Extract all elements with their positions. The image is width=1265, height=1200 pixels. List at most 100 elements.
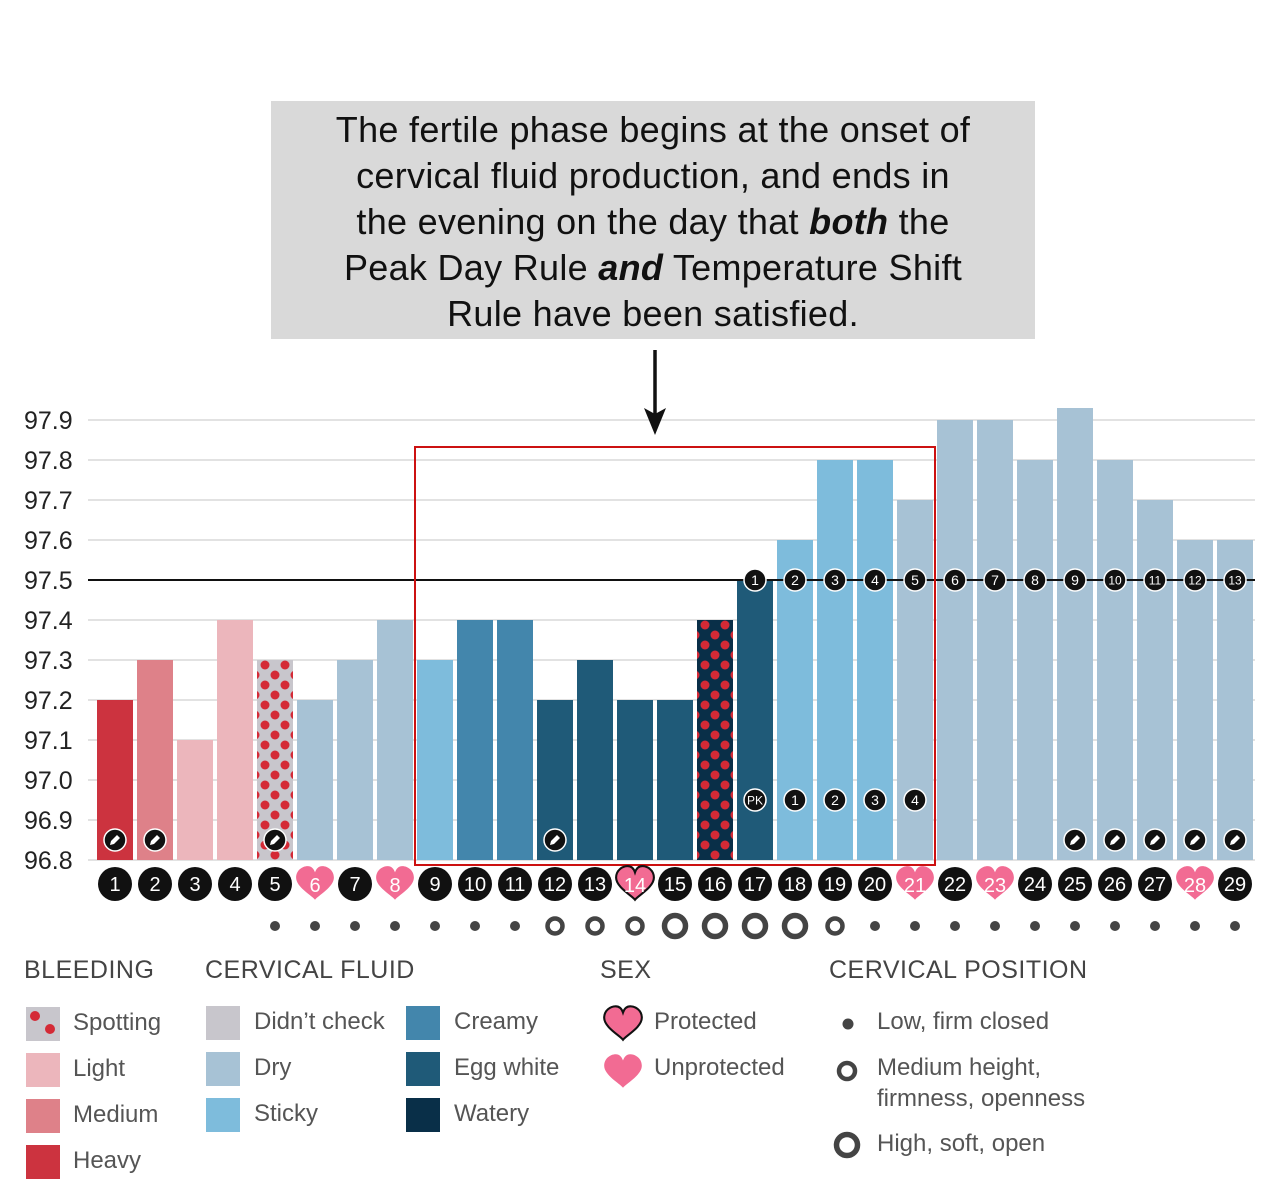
legend-label-protected: Protected (654, 1008, 757, 1035)
cervix-low-dot (390, 921, 400, 931)
fertile-window-frame (414, 446, 936, 866)
pencil-glyph (550, 835, 560, 845)
temp-shift-count-circle (1223, 568, 1247, 592)
temp-shift-count: 8 (1031, 572, 1039, 588)
day-number: 13 (584, 874, 606, 896)
cervix-medium-ring (625, 916, 645, 936)
temp-shift-count-circle (943, 568, 967, 592)
legend-label-medium: Medium (73, 1101, 159, 1128)
heart-outline-icon (603, 1005, 643, 1041)
temp-shift-count: 11 (1149, 573, 1162, 587)
legend-label-high: High, soft, open (877, 1130, 1046, 1157)
y-tick-label: 96.9 (24, 807, 73, 835)
swatch-spotting (26, 1007, 60, 1041)
y-tick-label: 97.5 (24, 567, 73, 595)
temperature-bar (577, 660, 613, 860)
day-number: 8 (389, 875, 400, 897)
peak-day-label-circle (823, 788, 847, 812)
temperature-bar (657, 700, 693, 860)
day-number-circle (138, 867, 172, 901)
day-number-circle (178, 867, 212, 901)
cervix-high-ring (741, 912, 769, 940)
day-number: 1 (109, 874, 120, 896)
cervix-low-dot (350, 921, 360, 931)
day-number-circle (538, 867, 572, 901)
day-number-circle (98, 867, 132, 901)
legend-label-watery: Watery (454, 1100, 530, 1127)
day-number-circle (458, 867, 492, 901)
temp-shift-count-circle (1183, 568, 1207, 592)
callout-line: the evening on the day that both the (356, 201, 950, 242)
temp-shift-count-circle (743, 568, 767, 592)
day-number-circle (1138, 867, 1172, 901)
legend-label-spotting: Spotting (73, 1009, 162, 1036)
peak-day-label-circle (743, 788, 767, 812)
cervix-low-dot (1110, 921, 1120, 931)
cervix-low-dot (430, 921, 440, 931)
temperature-bar (1017, 460, 1053, 860)
y-tick-label: 97.0 (24, 767, 73, 795)
day-number-circle (698, 867, 732, 901)
temp-shift-count-circle (903, 568, 927, 592)
cervix-low-dot (1190, 921, 1200, 931)
peak-day-label-circle (903, 788, 927, 812)
day-number-circle (578, 867, 612, 901)
cervix-low-dot (990, 921, 1000, 931)
pencil-glyph (110, 835, 120, 845)
day-number: 28 (1184, 875, 1206, 897)
temperature-chart: 97.9 97.8 97.7 97.6 97.5 97.4 97.3 97.2 97.1 97.0… (24, 350, 1255, 940)
temperature-bar (1217, 540, 1253, 860)
cervix-high-ring (701, 912, 729, 940)
cervix-low-dot (310, 921, 320, 931)
day-number-circle (418, 867, 452, 901)
temp-shift-count-circle (983, 568, 1007, 592)
temperature-bar (697, 620, 733, 860)
day-number-circle (738, 867, 772, 901)
legend-label-medium-position-2: firmness, openness (877, 1085, 1086, 1112)
day-number-circle (498, 867, 532, 901)
swatch-light (26, 1053, 60, 1087)
temp-shift-count: 10 (1108, 573, 1122, 587)
temp-shift-count: 13 (1228, 573, 1242, 587)
legend-label-creamy: Creamy (454, 1008, 539, 1035)
y-tick-label: 97.1 (24, 727, 73, 755)
y-tick-label: 97.2 (24, 687, 73, 715)
temp-shift-count: 4 (871, 572, 879, 588)
swatch-dry (206, 1052, 240, 1086)
temperature-bar (1057, 408, 1093, 860)
temperature-bar (377, 620, 413, 860)
pencil-glyph (1190, 835, 1200, 845)
callout-line: The fertile phase begins at the onset of (335, 109, 971, 150)
legend-label-didnt-check: Didn’t check (254, 1008, 385, 1035)
temp-shift-count-circle (1023, 568, 1047, 592)
dot-small-icon (842, 1018, 854, 1030)
cervix-low-dot (950, 921, 960, 931)
day-number-circle (818, 867, 852, 901)
arrow-head-icon (644, 408, 666, 435)
temp-shift-count-circle (823, 568, 847, 592)
day-number: 4 (229, 874, 240, 896)
pencil-glyph (270, 835, 280, 845)
swatch-creamy (406, 1006, 440, 1040)
chart-bars (97, 408, 1253, 860)
legend-label-light: Light (73, 1055, 126, 1082)
peak-day-label: 1 (791, 792, 799, 808)
legend-label-egg-white: Egg white (454, 1054, 560, 1081)
heart-icon (604, 1054, 642, 1088)
y-tick-label: 97.8 (24, 447, 73, 475)
pencil-glyph (1110, 835, 1120, 845)
temperature-bar (297, 700, 333, 860)
temp-shift-count: 12 (1188, 573, 1202, 587)
day-number: 9 (429, 874, 440, 896)
temp-shift-count-circle (863, 568, 887, 592)
temp-shift-count-circle (1103, 568, 1127, 592)
day-number-circle (778, 867, 812, 901)
day-number: 18 (784, 874, 806, 896)
temperature-bar (497, 620, 533, 860)
temperature-bar (977, 420, 1013, 860)
swatch-medium (26, 1099, 60, 1133)
legend-label-medium-position: Medium height, (877, 1054, 1042, 1081)
y-tick-label: 97.9 (24, 407, 73, 435)
swatch-didnt-check (206, 1006, 240, 1040)
